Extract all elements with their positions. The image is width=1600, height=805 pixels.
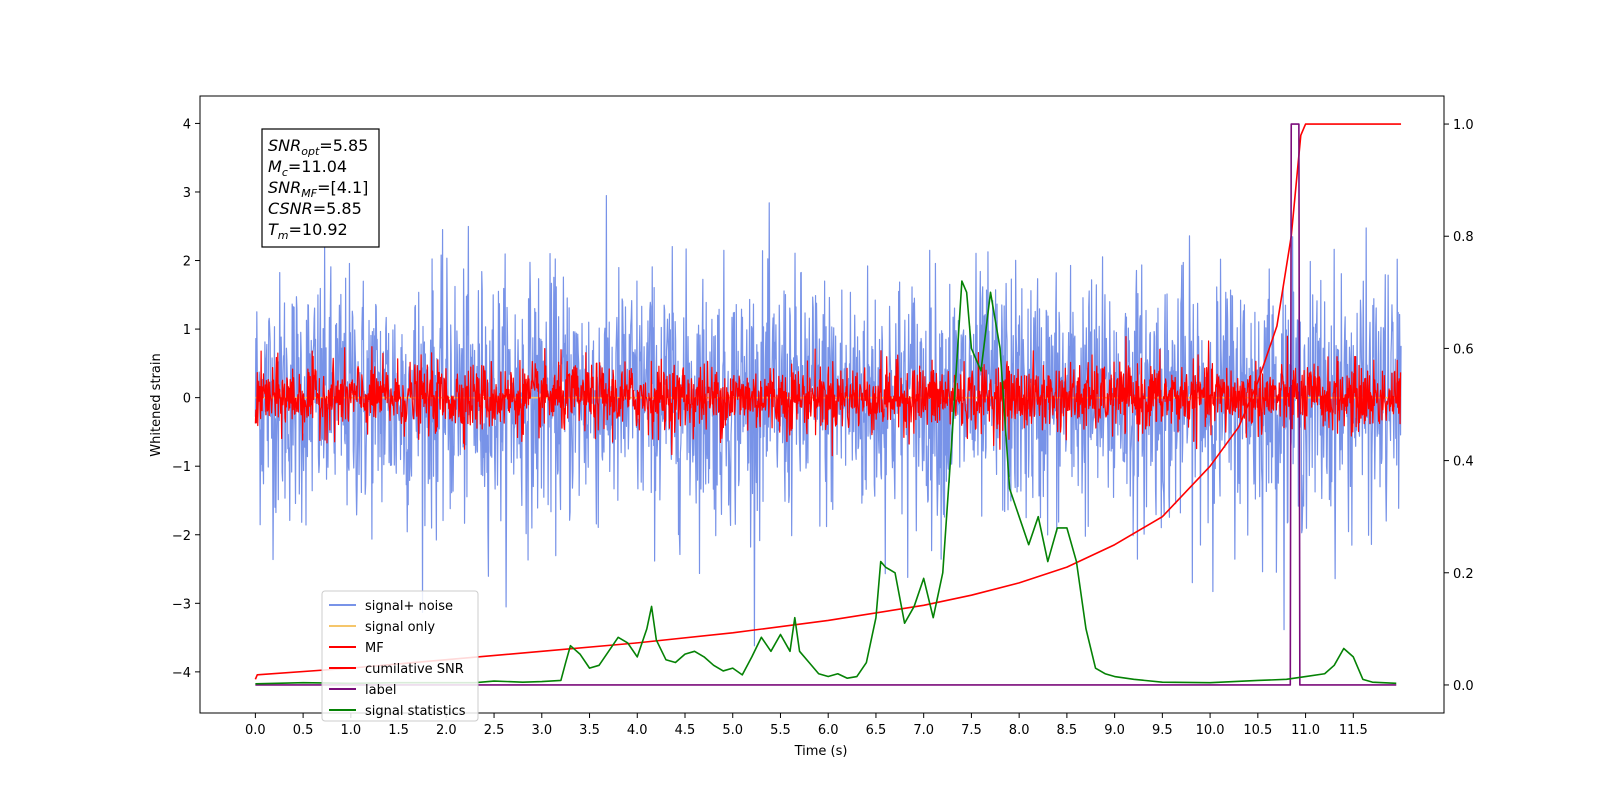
legend-entry: cumilative SNR <box>365 662 464 677</box>
series-line-5 <box>255 280 1397 685</box>
x-tick-label: 8.5 <box>1057 723 1078 738</box>
y-tick-label: 1 <box>183 323 191 338</box>
y-axis-right: 1.0 0.8 0.6 0.4 0.2 0.0 <box>1444 118 1474 694</box>
y-tick-label: 2 <box>183 255 191 270</box>
y-axis-left: 4 3 2 1 0 −1 −2 −3 −4 <box>172 117 200 681</box>
x-tick-label: 0.0 <box>245 723 266 738</box>
x-tick-label: 0.5 <box>293 723 314 738</box>
y2-tick-label: 1.0 <box>1453 118 1474 133</box>
y-tick-label: 0 <box>183 392 191 407</box>
y2-tick-label: 0.6 <box>1453 342 1474 357</box>
y-axis-label: Whitened strain <box>149 353 164 456</box>
plot-frame <box>199 95 1445 714</box>
annotation-line: SNRopt=5.85 <box>268 136 368 158</box>
x-tick-label: 6.0 <box>818 723 839 738</box>
x-tick-label: 9.0 <box>1104 723 1125 738</box>
y2-tick-label: 0.0 <box>1453 679 1474 694</box>
legend-entry: signal+ noise <box>365 599 453 614</box>
annotation-frame <box>261 128 380 248</box>
series-line-4 <box>255 123 1397 686</box>
legend: signal+ noise signal only MF cumilative SNR… <box>321 590 479 722</box>
x-axis-label: Time (s) <box>794 744 848 759</box>
legend-entry: label <box>365 683 396 698</box>
y2-tick-label: 0.8 <box>1453 230 1474 245</box>
y-tick-label: −3 <box>172 597 191 612</box>
y-tick-label: −2 <box>172 529 191 544</box>
y-tick-label: 4 <box>183 117 191 132</box>
x-tick-label: 5.5 <box>770 723 791 738</box>
x-tick-label: 1.5 <box>388 723 409 738</box>
x-tick-label: 3.5 <box>579 723 600 738</box>
x-tick-label: 2.5 <box>484 723 505 738</box>
y2-tick-label: 0.4 <box>1453 455 1474 470</box>
x-tick-label: 7.5 <box>961 723 982 738</box>
x-tick-label: 3.0 <box>531 723 552 738</box>
annotation-line: Tm=10.92 <box>268 220 348 242</box>
legend-entry: signal statistics <box>365 704 466 719</box>
x-tick-label: 11.5 <box>1339 723 1368 738</box>
annotation-line: Mc=11.04 <box>268 157 347 179</box>
legend-frame <box>321 590 479 722</box>
x-tick-label: 9.5 <box>1152 723 1173 738</box>
y-tick-label: 3 <box>183 186 191 201</box>
x-tick-label: 4.5 <box>675 723 696 738</box>
x-tick-label: 1.0 <box>341 723 362 738</box>
y-tick-label: −4 <box>172 666 191 681</box>
x-tick-label: 10.0 <box>1196 723 1225 738</box>
x-tick-label: 2.0 <box>436 723 457 738</box>
plot-area <box>254 123 1402 686</box>
legend-entry: MF <box>365 641 384 656</box>
series-line-3 <box>254 123 1402 680</box>
annotation-line: CSNR=5.85 <box>268 199 362 218</box>
y2-tick-label: 0.2 <box>1453 567 1474 582</box>
annotation-line: SNRMF=[4.1] <box>268 178 368 200</box>
series-line-2 <box>254 335 1402 457</box>
x-tick-label: 10.5 <box>1243 723 1272 738</box>
x-tick-label: 4.0 <box>627 723 648 738</box>
legend-entry: signal only <box>365 620 435 635</box>
x-tick-label: 8.0 <box>1009 723 1030 738</box>
x-axis: 0.0 0.5 1.0 1.5 2.0 2.5 3.0 3.5 4.0 4.5 5.0 5.5 6.0 6… <box>245 713 1368 738</box>
y-tick-label: −1 <box>172 460 191 475</box>
x-tick-label: 5.0 <box>722 723 743 738</box>
x-tick-label: 7.0 <box>913 723 934 738</box>
x-tick-label: 6.5 <box>866 723 887 738</box>
x-tick-label: 11.0 <box>1291 723 1320 738</box>
